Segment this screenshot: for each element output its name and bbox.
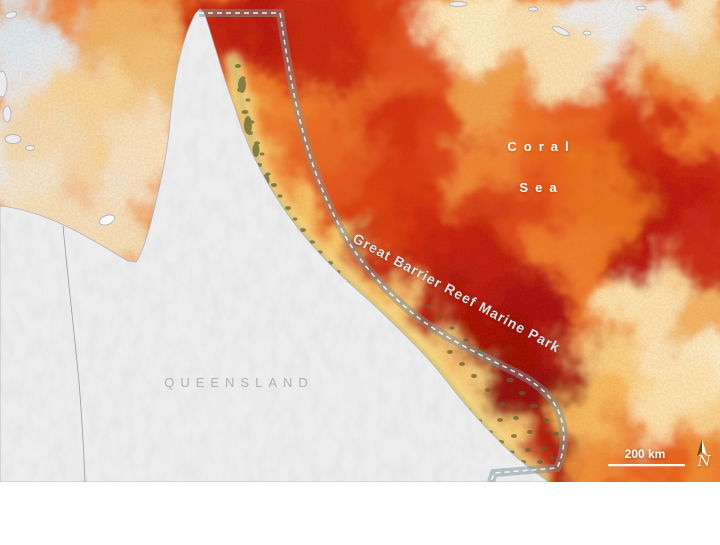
scale-bar-line xyxy=(608,464,685,467)
map-canvas xyxy=(0,0,720,482)
sst-anomaly-map: Coral Sea QUEENSLAND Great Barrier Reef … xyxy=(0,0,720,482)
north-arrow-icon xyxy=(697,439,707,456)
inland-lake xyxy=(98,214,116,226)
legend: Sea Surface Temperature Anomaly(°C) ≤-2 … xyxy=(0,482,720,545)
marine-park-boundary xyxy=(199,9,568,482)
state-border-line xyxy=(62,225,86,482)
islands xyxy=(0,1,647,151)
